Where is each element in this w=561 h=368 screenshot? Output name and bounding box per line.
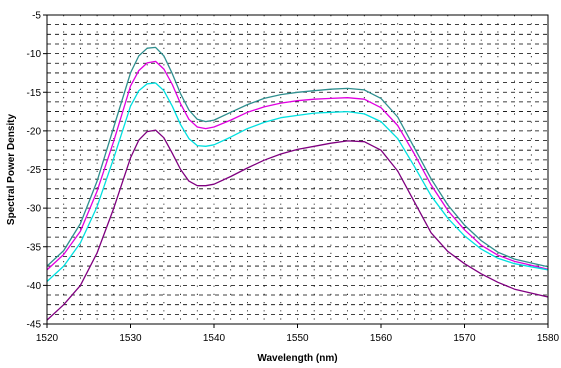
x-tick-label: 1580 <box>537 333 560 344</box>
x-tick-label: 1540 <box>203 333 226 344</box>
series-line-1 <box>46 46 549 268</box>
grid <box>47 15 548 324</box>
series-line-3 <box>46 82 549 282</box>
y-axis-ticks: -5 -10 -15 -20 -25 -30 -35 -40 -45 <box>27 11 47 331</box>
y-tick-label: -40 <box>27 281 42 292</box>
x-tick-label: 1520 <box>36 333 59 344</box>
y-tick-label: -5 <box>32 11 41 22</box>
x-tick-label: 1550 <box>286 333 309 344</box>
y-tick-label: -45 <box>27 320 42 331</box>
y-tick-label: -15 <box>27 88 42 99</box>
y-tick-label: -30 <box>27 204 42 215</box>
y-axis-title: Spectral Power Density <box>6 113 17 225</box>
y-tick-label: -20 <box>27 126 42 137</box>
x-axis-title: Wavelength (nm) <box>257 353 337 364</box>
x-tick-label: 1530 <box>119 333 142 344</box>
y-tick-label: -25 <box>27 165 42 176</box>
x-tick-label: 1560 <box>370 333 393 344</box>
x-tick-label: 1570 <box>453 333 476 344</box>
series-line-4 <box>46 129 549 321</box>
y-tick-label: -35 <box>27 242 42 253</box>
y-tick-label: -10 <box>27 49 42 60</box>
series-line-2 <box>46 60 549 271</box>
x-axis-ticks: 1520 1530 1540 1550 1560 1570 1580 <box>36 324 560 344</box>
series-layer <box>46 46 549 321</box>
